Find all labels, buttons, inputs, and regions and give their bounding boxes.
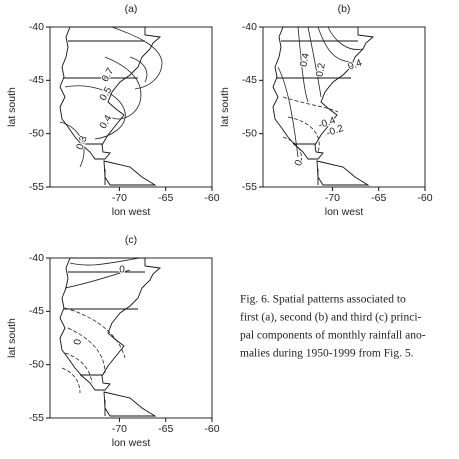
y-tick-label: -55 [29,412,44,424]
contour-line [67,327,106,374]
y-tick-label: -55 [242,181,257,193]
y-tick-label: -55 [29,181,44,193]
y-axis-label: lat south [219,87,231,127]
panels: 0.70.5 0.4 0.3 -70 -65 -60 -40 -45 -50 -55 (a) lon … [6,3,433,449]
x-axis-label: lon west [112,206,151,218]
y-tick-label: -40 [29,252,44,264]
contour-line [64,352,93,384]
x-tick-label: -60 [417,192,432,204]
x-axis-label: lon west [112,437,151,449]
y-axis-label: lat south [6,87,18,127]
contour-line [287,116,320,153]
x-axis-label: lon west [325,206,364,218]
contour-line [307,26,322,98]
panel-label: (b) [338,3,351,15]
y-tick-label: -50 [29,127,44,139]
contour-label: 0 [72,338,84,346]
map-outline [59,26,161,186]
x-tick-label: -70 [112,192,127,204]
contour-line [297,26,309,103]
x-tick-label: -65 [158,423,173,435]
contour-label: 0.4 [299,52,312,68]
x-tick-label: -70 [112,423,127,435]
y-tick-label: -40 [242,21,257,33]
contour-label: 0.2 [315,62,328,78]
contour-line [59,121,85,168]
contour-line [277,66,299,158]
panel: 0.40.2 0.4-0.4-0.20-70 -65 -60-40-45-50-55(… [219,3,433,218]
y-tick-label: -40 [29,21,44,33]
contour-label: 0.3 [75,134,90,151]
contour-label: 0 [119,265,125,276]
y-tick-label: -50 [29,358,44,370]
contour-line [64,85,126,140]
contour-label: 0.4 [98,113,115,131]
x-tick-label: -65 [371,192,386,204]
x-tick-label: -60 [204,423,219,435]
caption-line: Fig. 6. Spatial patterns associated to [240,294,406,306]
y-axis-label: lat south [6,318,18,358]
panel-label: (c) [125,234,137,246]
y-tick-label: -50 [242,127,257,139]
contour-line [317,26,354,63]
contour-label: 0.7 [100,66,117,84]
contour-line [327,26,364,50]
map-outline [59,257,161,417]
contour-line [64,269,131,289]
caption-line: first (a), second (b) and third (c) prin… [240,312,422,324]
axes-box [262,26,426,188]
axes-box [49,257,213,419]
contour-label: 0.5 [98,85,115,103]
contour-label: 0.4 [347,57,364,72]
x-tick-label: -65 [158,192,173,204]
y-tick-label: -45 [29,305,44,317]
x-tick-label: -70 [325,192,340,204]
y-tick-label: -45 [242,74,257,86]
caption-line: pal components of monthly rainfall ano- [240,330,426,342]
panel: 0 0 -70 -65 -60 -40 -45 -50 -55 (c) lon west lat so… [6,234,220,449]
x-tick-label: -60 [204,192,219,204]
map-outline [272,26,374,186]
contour-line [111,26,163,90]
contour-label: 0 [293,158,305,167]
contour-line [129,56,148,83]
panel-label: (a) [125,3,138,15]
caption-line: malies during 1950-1999 from Fig. 5. [240,348,414,360]
y-tick-label: -45 [29,74,44,86]
panel: 0.70.5 0.4 0.3 -70 -65 -60 -40 -45 -50 -55 (a) lon … [6,3,220,218]
caption: Fig. 6. Spatial patterns associated to f… [240,294,426,360]
contour-line [282,96,339,113]
contour-line [61,367,81,394]
contour-line [282,136,302,163]
contour-line [69,257,141,266]
axes-box [49,26,213,188]
contour-line [64,307,126,359]
contour-line [104,56,142,120]
